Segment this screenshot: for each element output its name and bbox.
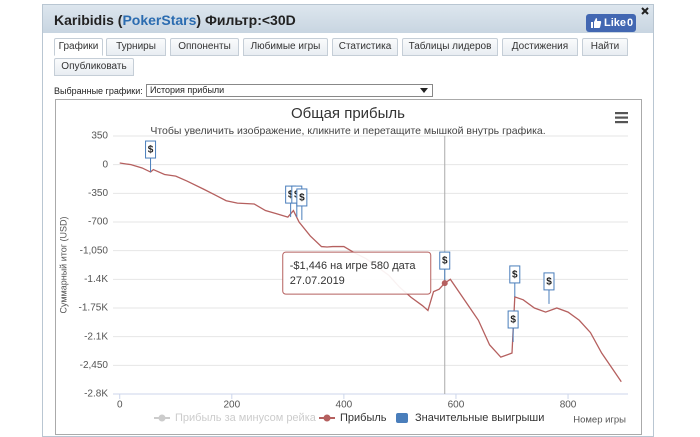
title: Karibidis (PokerStars) Фильтр:<30D: [54, 12, 296, 28]
chart-select[interactable]: История прибыли: [146, 84, 433, 97]
flag: $: [145, 140, 157, 173]
chart-subtitle: Чтобы увеличить изображение, кликните и …: [150, 125, 545, 137]
y-tick-label: -1.75K: [79, 303, 109, 314]
header: Karibidis (PokerStars) Фильтр:<30D Like …: [43, 5, 653, 33]
selector-label: Выбранные графики:: [54, 86, 143, 96]
flag-label: $: [510, 315, 516, 326]
y-tick-label: -2.8K: [84, 389, 108, 400]
x-axis-label: Номер игры: [573, 415, 626, 426]
y-tick-label: -350: [88, 188, 108, 199]
chart: Общая прибыль Чтобы увеличить изображени…: [58, 105, 628, 426]
flag-box: [439, 251, 451, 270]
flag: $: [543, 272, 555, 304]
flag: $: [507, 310, 519, 342]
like-label: Like: [604, 17, 627, 29]
y-tick-label: -2,450: [80, 360, 109, 371]
flag-box: [296, 188, 308, 207]
tab[interactable]: Опубликовать: [54, 58, 134, 76]
x-tick-label: 400: [336, 400, 353, 411]
y-tick-label: -2.1K: [84, 331, 108, 342]
like-button[interactable]: Like 0: [586, 14, 636, 32]
flag-label: $: [442, 256, 448, 267]
chart-title: Общая прибыль: [291, 105, 405, 122]
menu-icon[interactable]: [615, 112, 628, 124]
legend-swatch: [396, 413, 408, 423]
flag-label: $: [288, 190, 294, 201]
tab[interactable]: Турниры: [106, 38, 166, 56]
tab[interactable]: Найти: [582, 38, 628, 56]
hover-point: [441, 280, 448, 287]
flag-label: $: [148, 145, 154, 156]
tab[interactable]: Статистика: [332, 38, 398, 56]
legend-label: Значительные выигрыши: [415, 412, 544, 424]
window: Karibidis (PokerStars) Фильтр:<30D Like …: [42, 4, 654, 437]
y-tick-label: -1,050: [80, 245, 109, 256]
y-tick-label: 0: [102, 159, 108, 170]
x-tick-label: 0: [117, 400, 123, 411]
flag: $: [296, 188, 308, 220]
tooltip-date: 27.07.2019: [290, 275, 345, 287]
player-name: Karibidis (: [54, 12, 123, 28]
tab[interactable]: Таблицы лидеров: [402, 38, 498, 56]
site-link[interactable]: PokerStars: [122, 12, 197, 28]
tab[interactable]: Любимые игры: [243, 38, 328, 56]
flag: $: [509, 265, 521, 297]
y-tick-label: 350: [91, 131, 108, 142]
flag-box: [509, 265, 521, 284]
legend-dot: [323, 414, 331, 422]
legend-label: Прибыль: [340, 412, 387, 424]
dropdown-arrow: [420, 88, 428, 93]
chart-container: Общая прибыль Чтобы увеличить изображени…: [55, 99, 642, 435]
select-value: История прибыли: [150, 85, 225, 95]
y-axis-label: Суммарный итог (USD): [58, 216, 68, 313]
flag-label: $: [512, 270, 518, 281]
tab[interactable]: Достижения: [502, 38, 578, 56]
flag-box: [145, 140, 157, 159]
x-tick-label: 200: [223, 400, 240, 411]
legend-label: Прибыль за минусом рейка: [175, 412, 317, 424]
tab[interactable]: Оппоненты: [170, 38, 239, 56]
flag: $: [439, 251, 451, 284]
flag-label: $: [299, 193, 305, 204]
x-tick-label: 800: [560, 400, 577, 411]
thumb-icon: [591, 18, 602, 28]
filter: ) Фильтр:<30D: [196, 12, 296, 28]
tab[interactable]: Графики: [54, 38, 103, 56]
flag-box: [543, 272, 555, 291]
tooltip-text: -$1,446 на игре 580 дата: [290, 260, 417, 272]
tooltip-box: [282, 251, 432, 295]
like-count: 0: [627, 17, 634, 29]
x-tick-label: 600: [448, 400, 465, 411]
flag-box: [507, 310, 519, 329]
close-icon[interactable]: [641, 7, 649, 15]
legend-dot: [158, 414, 166, 422]
flag-label: $: [546, 277, 552, 288]
y-tick-label: -700: [88, 217, 108, 228]
y-tick-label: -1.4K: [84, 274, 108, 285]
